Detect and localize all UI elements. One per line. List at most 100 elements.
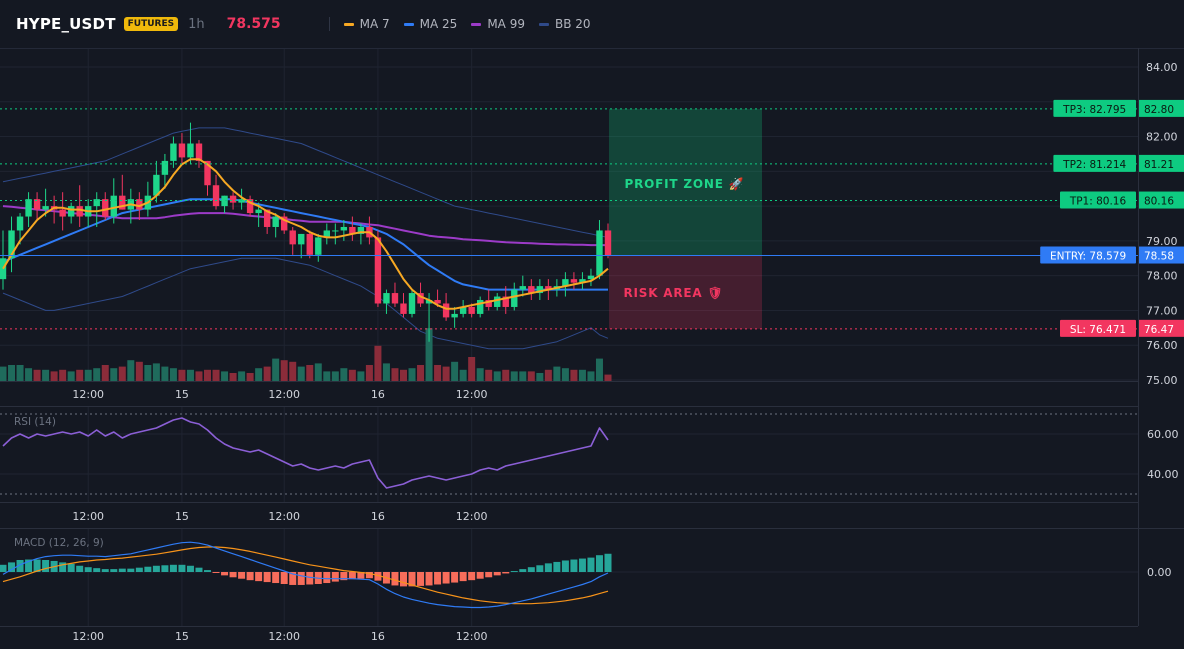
- macd-histogram-bar: [417, 572, 425, 586]
- volume-bar: [553, 366, 561, 381]
- candle-body: [519, 286, 526, 290]
- legend-bb20[interactable]: BB 20: [538, 17, 591, 31]
- volume-bar: [42, 369, 50, 381]
- volume-bar: [50, 371, 58, 381]
- time-tick-label: 12:00: [72, 630, 104, 643]
- volume-bar: [536, 373, 544, 381]
- risk-zone: [609, 255, 762, 329]
- macd-histogram-bar: [25, 559, 33, 572]
- macd-line: [2, 541, 609, 609]
- macd-pane: [0, 528, 1138, 626]
- legend-ma7[interactable]: MA 7: [343, 17, 390, 31]
- axis-price-tag-label: 80.16: [1144, 196, 1174, 208]
- volume-bar: [59, 369, 67, 381]
- volume-bar: [434, 365, 442, 381]
- legend-ma25-swatch: [403, 22, 414, 26]
- legend-ma99[interactable]: MA 99: [471, 17, 525, 31]
- legend-ma25[interactable]: MA 25: [403, 17, 457, 31]
- candle-body: [119, 195, 126, 210]
- candle-body: [502, 296, 509, 307]
- candle-body: [306, 233, 313, 255]
- legend-ma7-swatch: [343, 22, 354, 26]
- volume-bar: [84, 369, 92, 381]
- volume-bar: [161, 366, 169, 381]
- macd-histogram-bar: [161, 565, 169, 572]
- volume-bar: [280, 360, 288, 381]
- time-tick-label: 12:00: [456, 388, 488, 401]
- macd-histogram-bar: [144, 566, 152, 572]
- volume-bar: [33, 369, 41, 381]
- volume-bar: [323, 371, 331, 381]
- legend-ma99-swatch: [471, 22, 482, 26]
- macd-histogram-bar: [399, 572, 407, 587]
- time-tick-label: 12:00: [268, 388, 300, 401]
- volume-bar: [152, 363, 160, 381]
- macd-histogram-bar: [263, 572, 271, 583]
- axis-price-tag-label: 76.47: [1144, 324, 1174, 336]
- volume-bar: [16, 365, 24, 381]
- macd-histogram-bar: [578, 558, 586, 572]
- volume-bar: [442, 366, 450, 381]
- candle-body: [161, 160, 169, 175]
- volume-bar: [340, 368, 348, 381]
- macd-histogram-bar: [101, 569, 109, 572]
- volume-bar: [502, 369, 510, 381]
- volume-bar: [221, 371, 229, 381]
- header-divider: [328, 17, 330, 31]
- macd-signal-line: [2, 546, 609, 605]
- candle-body: [451, 313, 458, 318]
- symbol-title[interactable]: HYPE_USDT: [16, 15, 116, 33]
- volume-bar: [374, 345, 382, 381]
- macd-histogram-bar: [152, 565, 160, 572]
- macd-histogram-bar: [348, 572, 356, 580]
- volume-bar: [289, 361, 297, 381]
- volume-bar: [570, 369, 578, 381]
- candle-body: [102, 199, 109, 217]
- level-label-box: [1060, 191, 1136, 209]
- macd-histogram-bar: [425, 572, 433, 586]
- candle-body: [434, 300, 441, 304]
- price-pane: [0, 48, 1138, 381]
- candle-body: [221, 195, 228, 207]
- macd-histogram-bar: [127, 568, 135, 572]
- volume-bar: [425, 328, 433, 381]
- macd-histogram-bar: [8, 562, 16, 572]
- volume-bar: [297, 366, 305, 381]
- macd-histogram-bar: [280, 572, 288, 584]
- macd-histogram-bar: [93, 568, 101, 572]
- candle-body: [511, 289, 518, 307]
- volume-bar: [178, 369, 186, 381]
- macd-histogram-bar: [561, 560, 569, 572]
- volume-bar: [238, 371, 246, 381]
- volume-bar: [314, 363, 322, 381]
- volume-bar: [127, 360, 135, 381]
- candle-body: [212, 185, 220, 207]
- level-label: SL: 76.471: [1070, 324, 1126, 336]
- macd-histogram-bar: [510, 571, 518, 573]
- volume-bar: [578, 369, 586, 381]
- volume-bar: [485, 369, 493, 381]
- axis-price-tag: [1139, 154, 1184, 172]
- macd-histogram-bar: [536, 565, 544, 572]
- candle-body: [485, 300, 492, 307]
- candle-body: [246, 199, 254, 214]
- volume-bar: [93, 368, 101, 381]
- candle-body: [255, 209, 262, 214]
- candle-body: [8, 230, 15, 259]
- profit-zone-label: PROFIT ZONE 🚀: [625, 177, 745, 191]
- volume-bar: [110, 368, 118, 381]
- macd-histogram-bar: [476, 572, 484, 579]
- candle-body: [468, 306, 475, 314]
- volume-bar: [527, 371, 535, 381]
- candle-body: [349, 226, 356, 234]
- volume-bar: [382, 363, 390, 381]
- macd-title: MACD (12, 26, 9): [14, 537, 104, 549]
- candle-body: [442, 303, 450, 318]
- timeframe-label[interactable]: 1h: [188, 16, 205, 32]
- macd-histogram-bar: [570, 559, 578, 572]
- volume-bar: [408, 368, 416, 381]
- last-price: 78.575: [226, 16, 281, 32]
- macd-histogram-bar: [84, 567, 92, 572]
- candle-body: [170, 143, 177, 161]
